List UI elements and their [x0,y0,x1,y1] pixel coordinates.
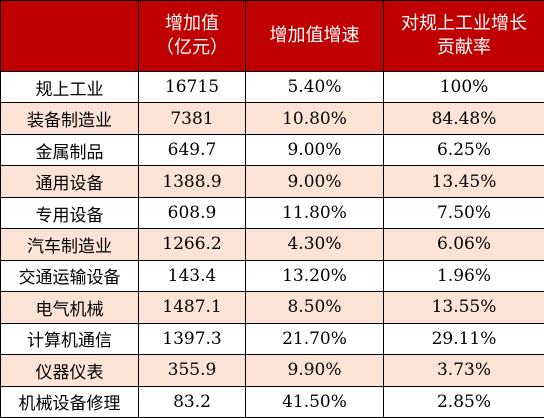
cell-contribution: 84.48% [383,102,544,135]
cell-name: 电气机械 [0,291,139,324]
cell-name: 通用设备 [0,165,139,198]
cell-value: 1388.9 [138,165,246,198]
cell-value: 1487.1 [138,291,246,324]
cell-growth: 9.00% [245,133,384,167]
cell-contribution: 7.50% [383,196,544,230]
header-cell-contribution: 对规上工业增长 贡献率 [383,0,544,72]
cell-name: 金属制品 [0,133,139,167]
cell-growth: 5.40% [245,70,384,104]
cell-name: 机械设备修理 [0,385,139,418]
cell-growth: 9.00% [245,165,384,198]
cell-value: 649.7 [138,133,246,167]
cell-contribution: 100% [383,70,544,104]
cell-value: 143.4 [138,259,246,293]
cell-name: 仪器仪表 [0,354,139,387]
cell-value: 608.9 [138,196,246,230]
header-cell-name [0,0,139,72]
table-row: 电气机械 1487.1 8.50% 13.55% [0,291,544,324]
cell-contribution: 2.85% [383,385,544,418]
cell-name: 计算机通信 [0,322,139,356]
table-body: 规上工业 16715 5.40% 100% 装备制造业 7381 10.80% 84.48% 金… [0,70,544,418]
table-row: 装备制造业 7381 10.80% 84.48% [0,102,544,135]
cell-growth: 4.30% [245,228,384,261]
cell-name: 装备制造业 [0,102,139,135]
cell-name: 专用设备 [0,196,139,230]
table-row: 规上工业 16715 5.40% 100% [0,70,544,104]
cell-name: 交通运输设备 [0,259,139,293]
cell-growth: 13.20% [245,259,384,293]
cell-name: 规上工业 [0,70,139,104]
cell-contribution: 13.45% [383,165,544,198]
header-cell-value: 增加值 （亿元） [138,0,246,72]
table-row: 金属制品 649.7 9.00% 6.25% [0,133,544,167]
cell-growth: 11.80% [245,196,384,230]
cell-value: 1397.3 [138,322,246,356]
header-value-line-2: （亿元） [156,37,228,58]
cell-value: 16715 [138,70,246,104]
cell-value: 355.9 [138,354,246,387]
cell-growth: 9.90% [245,354,384,387]
cell-contribution: 1.96% [383,259,544,293]
header-value-line-1: 增加值 [165,13,219,34]
cell-contribution: 29.11% [383,322,544,356]
table-row: 通用设备 1388.9 9.00% 13.45% [0,165,544,198]
header-row: 增加值 （亿元） 增加值增速 对规上工业增长 贡献率 [0,0,544,72]
header-contribution-line-2: 贡献率 [437,37,491,58]
cell-name: 汽车制造业 [0,228,139,261]
cell-growth: 8.50% [245,291,384,324]
cell-growth: 21.70% [245,322,384,356]
cell-growth: 10.80% [245,102,384,135]
table-row: 专用设备 608.9 11.80% 7.50% [0,196,544,230]
header-growth-line-1: 增加值增速 [269,25,360,46]
cell-contribution: 13.55% [383,291,544,324]
table-row: 仪器仪表 355.9 9.90% 3.73% [0,354,544,387]
header-contribution-line-1: 对规上工业增长 [401,13,527,34]
cell-contribution: 6.06% [383,228,544,261]
table-row: 汽车制造业 1266.2 4.30% 6.06% [0,228,544,261]
cell-contribution: 3.73% [383,354,544,387]
cell-value: 83.2 [138,385,246,418]
cell-value: 1266.2 [138,228,246,261]
table-row: 机械设备修理 83.2 41.50% 2.85% [0,385,544,418]
table-row: 计算机通信 1397.3 21.70% 29.11% [0,322,544,356]
cell-contribution: 6.25% [383,133,544,167]
cell-growth: 41.50% [245,385,384,418]
table-row: 交通运输设备 143.4 13.20% 1.96% [0,259,544,293]
header-cell-growth: 增加值增速 [245,0,384,72]
cell-value: 7381 [138,102,246,135]
